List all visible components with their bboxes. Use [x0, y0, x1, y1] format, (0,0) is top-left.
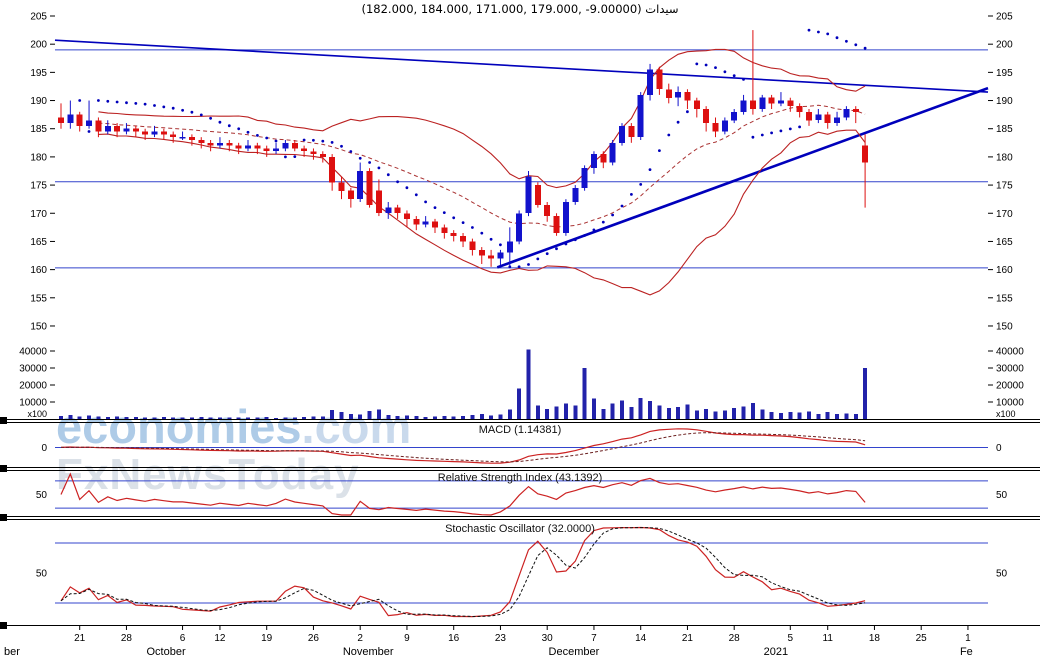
axis-label: 28: [729, 633, 741, 644]
axis-label: 9: [404, 633, 410, 644]
x-axis: 21 28 6 12 19 26 2 9 16 23 30 7 14 21 28 5 11 18 25 1: [74, 625, 971, 644]
parabolic-sar-dots: [78, 28, 867, 269]
axis-label: 11: [823, 633, 834, 644]
axis-label: 26: [308, 633, 320, 644]
axis-label: 180: [996, 152, 1013, 163]
axis-label: 185: [996, 124, 1013, 135]
watermark-brand: economies: [56, 400, 302, 453]
candlestick-series: [58, 30, 869, 267]
watermark-subtitle: FxNewsToday: [56, 450, 360, 499]
axis-label: November: [343, 646, 394, 658]
axis-label: 50: [996, 569, 1008, 580]
watermark-domain: .com: [301, 400, 412, 453]
axis-label: 7: [591, 633, 597, 644]
axis-label: 20000: [996, 381, 1024, 392]
axis-label: October: [147, 646, 186, 658]
axis-label: 190: [996, 96, 1013, 107]
axis-label: 21: [682, 633, 694, 644]
watermark-brand-line: economies.com: [56, 403, 411, 450]
axis-label: 5: [788, 633, 794, 644]
axis-label: 10000: [996, 398, 1024, 409]
axis-label: 180: [30, 152, 47, 163]
macd-panel-title: MACD (1.14381): [478, 424, 562, 436]
axis-label: 30: [542, 633, 554, 644]
axis-label: 165: [30, 237, 47, 248]
axis-label: 30000: [996, 364, 1024, 375]
axis-label: 23: [495, 633, 507, 644]
watermark: economies.com FxNewsToday: [56, 403, 411, 497]
axis-label: 175: [30, 181, 47, 192]
month-labels: ber October November December 2021 Fe: [4, 646, 973, 658]
axis-label: 150: [30, 321, 47, 332]
axis-label: 30000: [19, 364, 47, 375]
axis-label: 18: [869, 633, 881, 644]
axis-label: 21: [74, 633, 86, 644]
axis-label: 170: [996, 209, 1013, 220]
axis-label: 40000: [996, 347, 1024, 358]
stoch-panel-title: Stochastic Oscillator (32.0000): [445, 523, 595, 535]
ascending-support-trendline: [496, 86, 989, 269]
bollinger-bands: [98, 48, 866, 296]
axis-label: 200: [996, 40, 1013, 51]
axis-label: 16: [448, 633, 460, 644]
chart-title: سيدات ‎(182.000, 184.000, 171.000, 179.0…: [361, 2, 679, 16]
axis-label: 2: [357, 633, 363, 644]
axis-label: December: [549, 646, 600, 658]
axis-label: 28: [121, 633, 133, 644]
axis-label: 195: [30, 68, 47, 79]
axis-label: 12: [214, 633, 226, 644]
axis-label: 0: [996, 443, 1002, 454]
axis-label: 20000: [19, 381, 47, 392]
axis-label: x100: [996, 409, 1016, 419]
axis-label: 200: [30, 40, 47, 51]
panel-separators: [0, 417, 1040, 629]
axis-label: 160: [30, 265, 47, 276]
price-axis-right: 205 200 195 190 185 180 175 170 165 160 155 150: [988, 12, 1013, 332]
axis-label: Fe: [960, 646, 973, 658]
axis-label: 14: [635, 633, 647, 644]
descending-resistance-trendline: [54, 39, 989, 93]
axis-label: 195: [996, 68, 1013, 79]
support-resistance-levels: [55, 49, 988, 269]
axis-label: 165: [996, 237, 1013, 248]
axis-label: 170: [30, 209, 47, 220]
rsi-panel: 50 50: [36, 472, 1008, 516]
axis-label: 19: [261, 633, 273, 644]
axis-label: 175: [996, 181, 1013, 192]
axis-label: ber: [4, 646, 20, 658]
stochastic-panel: 50 50: [36, 526, 1008, 618]
axis-label: 0: [41, 443, 47, 454]
axis-label: 160: [996, 265, 1013, 276]
axis-label: 40000: [19, 347, 47, 358]
axis-label: 205: [996, 12, 1013, 23]
rsi-panel-title: Relative Strength Index (43.1392): [437, 472, 603, 484]
axis-label: 205: [30, 12, 47, 23]
axis-label: 1: [965, 633, 971, 644]
axis-label: 6: [180, 633, 186, 644]
axis-label: 50: [36, 569, 48, 580]
price-axis-left: 205 200 195 190 185 180 175 170 165 160 155 150: [30, 12, 55, 332]
axis-label: 185: [30, 124, 47, 135]
axis-label: 155: [996, 293, 1013, 304]
axis-label: 25: [916, 633, 928, 644]
axis-label: 50: [996, 490, 1008, 501]
axis-label: 50: [36, 490, 48, 501]
axis-label: 150: [996, 321, 1013, 332]
volume-bars: [59, 349, 868, 420]
axis-label: x100: [27, 409, 47, 419]
axis-label: 155: [30, 293, 47, 304]
axis-label: 190: [30, 96, 47, 107]
axis-label: 2021: [764, 646, 788, 658]
axis-label: 10000: [19, 398, 47, 409]
